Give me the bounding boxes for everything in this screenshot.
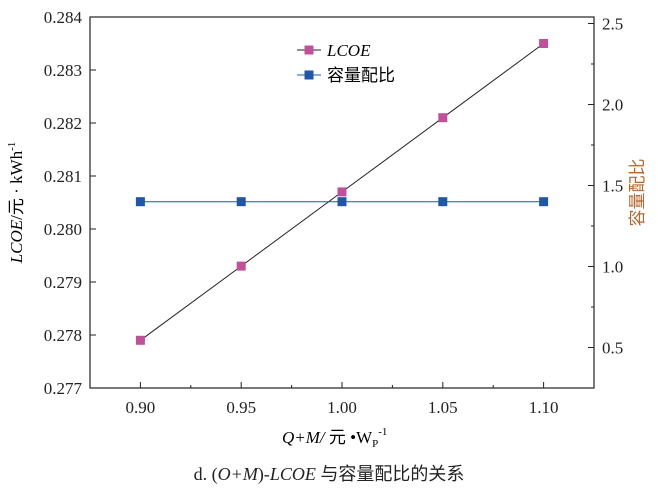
- data-point-1: [438, 197, 448, 207]
- legend-label: 容量配比: [327, 66, 395, 85]
- y-left-tick-label: 0.277: [44, 379, 83, 398]
- y-left-label-sup: -1: [6, 142, 18, 151]
- y-left-tick-label: 0.284: [44, 8, 83, 27]
- x-label-italic: Q+M/: [282, 428, 327, 447]
- legend-marker: [304, 70, 314, 80]
- y-left-tick-label: 0.283: [44, 61, 82, 80]
- y-right-tick-label: 0.5: [602, 338, 623, 357]
- x-tick-label: 0.90: [126, 398, 156, 417]
- legend-label: LCOE: [326, 41, 371, 60]
- caption-prefix: d. (: [193, 464, 218, 484]
- y-left-label-main: /元 · kWh: [7, 150, 26, 219]
- y-right-tick-label: 1.5: [602, 176, 623, 195]
- data-point-1: [337, 197, 347, 207]
- y-left-axis-label: LCOE/元 · kWh-1: [6, 142, 26, 265]
- x-tick-label: 0.95: [226, 398, 256, 417]
- x-label-main: 元 •W: [325, 428, 373, 447]
- data-point-0: [236, 261, 246, 271]
- y-left-label-italic: LCOE: [7, 219, 26, 264]
- caption-mid: )-: [257, 464, 270, 484]
- y-left-tick-label: 0.280: [44, 220, 82, 239]
- data-point-1: [236, 197, 246, 207]
- x-tick-label: 1.05: [428, 398, 458, 417]
- y-right-tick-label: 2.0: [602, 95, 623, 114]
- caption-lcoe: LCOE: [269, 464, 316, 484]
- chart-svg: 0.90 0.95 1.00 1.05 1.10 0.277 0.278 0.279 0.280…: [6, 8, 647, 450]
- legend-marker: [304, 45, 314, 55]
- figure-caption: d. (O+M)-LCOE 与容量配比的关系: [0, 460, 658, 486]
- data-point-0: [539, 39, 549, 48]
- y-right-tick-label: 1.0: [602, 257, 623, 276]
- x-tick-label: 1.10: [529, 398, 559, 417]
- y-left-tick-label: 0.281: [44, 167, 82, 186]
- data-point-0: [337, 187, 347, 197]
- data-point-0: [438, 113, 448, 123]
- y-left-tick-label: 0.282: [44, 114, 82, 133]
- y-left-tick-label: 0.278: [44, 326, 82, 345]
- y-left-tick-label: 0.279: [44, 273, 82, 292]
- caption-om: O+M: [217, 464, 258, 484]
- caption-rest: 与容量配比的关系: [315, 464, 465, 484]
- y-right-axis-label: 容量配比: [628, 159, 647, 227]
- data-point-0: [135, 335, 145, 345]
- x-label-sub: P: [372, 438, 378, 450]
- y-right-tick-label: 2.5: [602, 14, 623, 33]
- data-point-1: [135, 197, 145, 207]
- x-tick-label: 1.00: [327, 398, 357, 417]
- x-label-sup: -1: [378, 426, 387, 438]
- data-point-1: [539, 197, 549, 207]
- x-axis-label: Q+M/ 元 •WP-1: [282, 426, 387, 450]
